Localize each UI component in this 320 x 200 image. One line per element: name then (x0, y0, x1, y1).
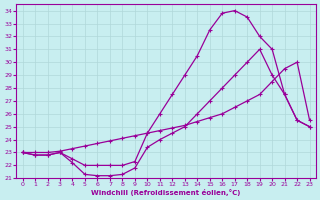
X-axis label: Windchill (Refroidissement éolien,°C): Windchill (Refroidissement éolien,°C) (92, 189, 241, 196)
